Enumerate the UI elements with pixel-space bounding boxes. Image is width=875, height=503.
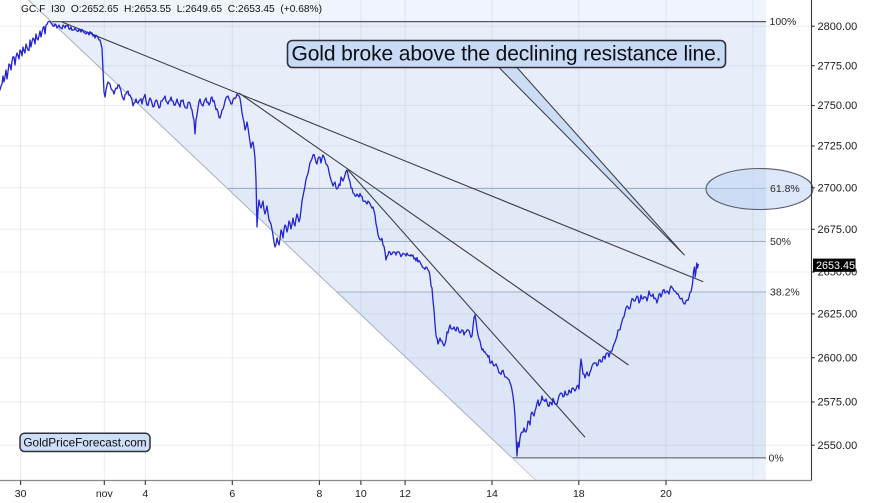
svg-text:nov: nov [96, 488, 114, 500]
svg-text:2725.00: 2725.00 [818, 141, 858, 153]
svg-text:50%: 50% [770, 236, 791, 248]
svg-text:2700.00: 2700.00 [818, 183, 858, 195]
svg-text:2675.00: 2675.00 [818, 224, 858, 236]
svg-text:8: 8 [316, 488, 322, 500]
svg-text:61.8%: 61.8% [770, 183, 800, 195]
svg-text:14: 14 [486, 488, 498, 500]
svg-text:2625.00: 2625.00 [818, 309, 858, 321]
svg-text:2550.00: 2550.00 [818, 440, 858, 452]
svg-text:38.2%: 38.2% [770, 287, 800, 299]
svg-text:2775.00: 2775.00 [818, 60, 858, 72]
svg-text:12: 12 [399, 488, 411, 500]
svg-text:Gold broke above the declining: Gold broke above the declining resistanc… [292, 43, 722, 66]
svg-text:2575.00: 2575.00 [818, 397, 858, 409]
svg-text:GC.F I30 O:2652.65 H:2653.5: GC.F I30 O:2652.65 H:2653.55 L:2649.65 C… [21, 4, 322, 15]
svg-text:0%: 0% [769, 452, 784, 464]
svg-text:2600.00: 2600.00 [818, 352, 858, 364]
svg-text:10: 10 [355, 488, 367, 500]
svg-text:4: 4 [142, 488, 148, 500]
svg-text:20: 20 [660, 488, 672, 500]
svg-text:6: 6 [229, 488, 235, 500]
svg-text:30: 30 [15, 488, 27, 500]
svg-text:100%: 100% [770, 16, 797, 28]
svg-text:2800.00: 2800.00 [818, 21, 858, 33]
svg-text:GoldPriceForecast.com: GoldPriceForecast.com [23, 436, 146, 450]
svg-text:2653.45: 2653.45 [816, 260, 855, 272]
svg-text:18: 18 [573, 488, 585, 500]
svg-text:2750.00: 2750.00 [818, 100, 858, 112]
